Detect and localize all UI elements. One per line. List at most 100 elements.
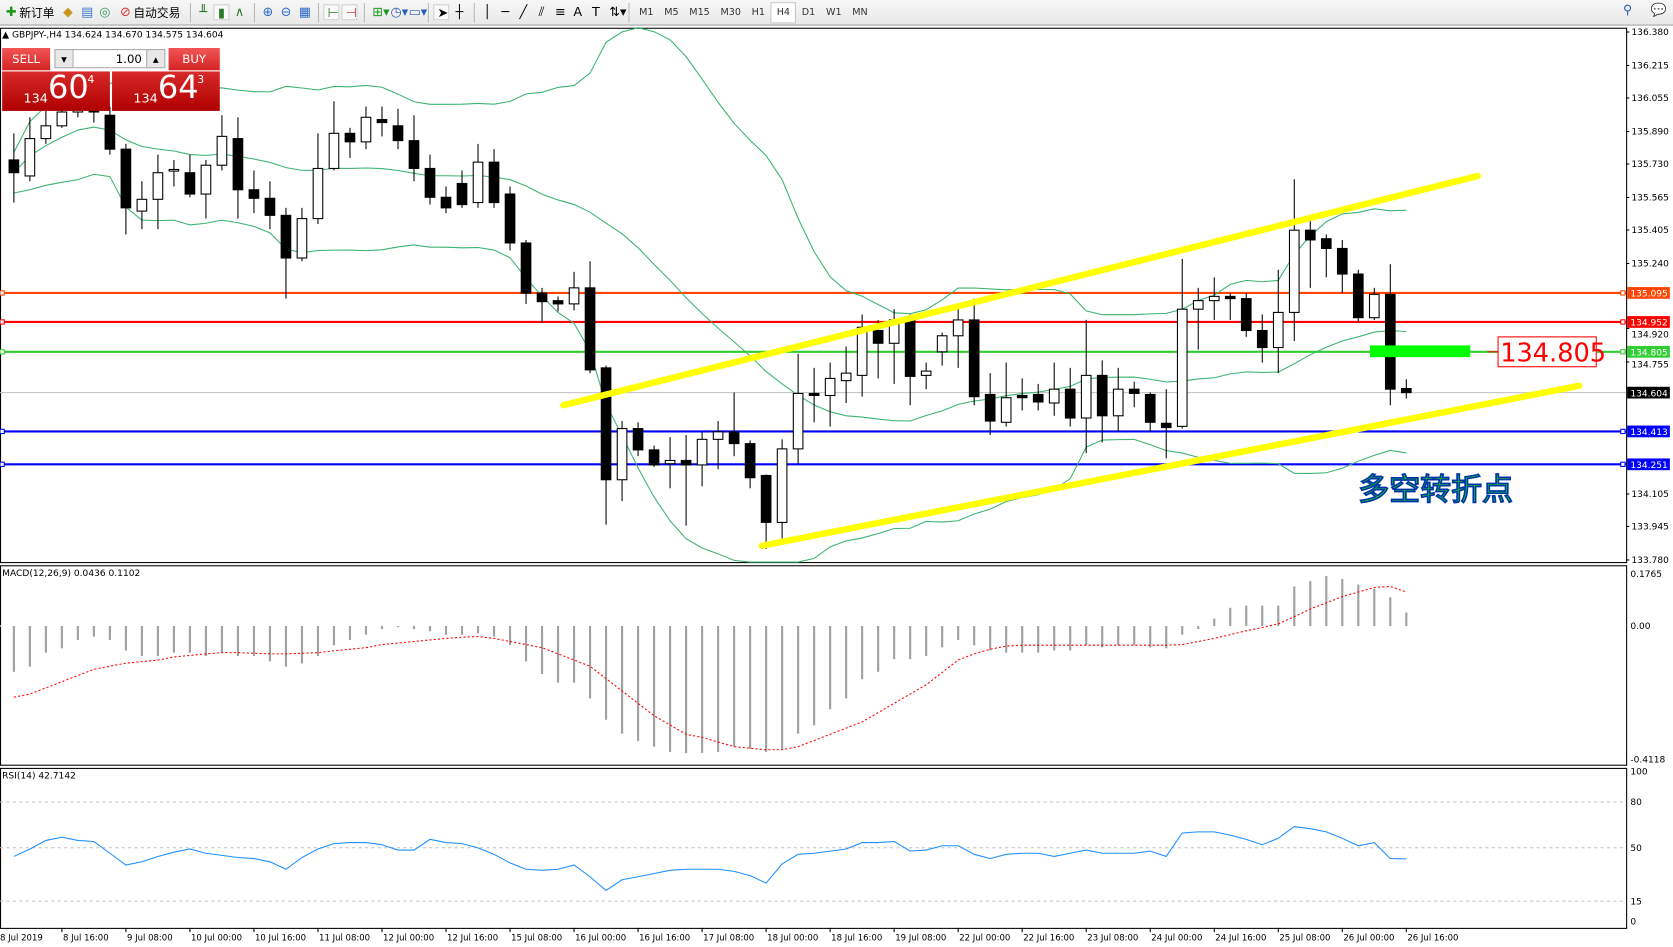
macd-histogram-bar: [1069, 626, 1072, 651]
trendline-icon[interactable]: ╱: [519, 4, 528, 20]
macd-histogram-bar: [1309, 581, 1312, 627]
bearish-candle: [760, 474, 772, 523]
bearish-candle: [1144, 393, 1156, 423]
timeframe-d1[interactable]: D1: [801, 6, 816, 18]
navigator-icon[interactable]: ▤: [81, 4, 94, 20]
bearish-candle: [264, 197, 276, 216]
timeframe-mn[interactable]: MN: [852, 6, 868, 18]
new-order-button[interactable]: ✚ 新订单: [0, 2, 58, 23]
bearish-candle: [376, 118, 388, 124]
sell-button[interactable]: SELL: [2, 47, 51, 72]
zoom-out-icon[interactable]: ⊖: [280, 4, 292, 20]
channel-icon[interactable]: ⫽: [538, 4, 545, 20]
bearish-candle: [984, 393, 996, 422]
macd-histogram-bar: [460, 626, 464, 635]
zoom-in-icon[interactable]: ⊕: [262, 4, 274, 20]
bar-chart-icon[interactable]: ╨: [199, 4, 208, 20]
lot-size-input[interactable]: 1.00: [73, 49, 147, 69]
macd-histogram-bar: [604, 626, 608, 720]
separator: [253, 2, 256, 22]
auto-scroll-icon[interactable]: ⊣: [341, 4, 358, 21]
toolbar-right: ⚲ 💬: [1620, 2, 1667, 18]
macd-histogram-bar: [749, 626, 752, 749]
bearish-candle: [520, 242, 532, 294]
timeframe-h1[interactable]: H1: [751, 6, 765, 18]
bullish-candle: [1208, 295, 1220, 302]
bearish-candle: [648, 449, 660, 466]
level-handle: [1620, 319, 1626, 325]
bearish-candle: [1016, 394, 1028, 399]
timeframe-m5[interactable]: M5: [664, 6, 679, 18]
signals-icon[interactable]: ◎: [99, 4, 111, 20]
arrows-icon[interactable]: ⇅▾: [609, 4, 627, 20]
market-watch-icon[interactable]: ◆: [62, 4, 73, 20]
crosshair-icon[interactable]: ┼: [455, 4, 464, 20]
timeframe-m30[interactable]: M30: [720, 6, 741, 18]
timeframe-m1[interactable]: M1: [639, 6, 654, 18]
macd-histogram-bar: [781, 626, 784, 749]
macd-histogram-bar: [588, 626, 592, 699]
sell-price[interactable]: 134 60 4: [2, 69, 110, 111]
macd-histogram-bar: [76, 626, 79, 640]
line-chart-icon[interactable]: ∧: [234, 4, 245, 20]
macd-histogram-bar: [556, 626, 560, 683]
chat-icon[interactable]: 💬: [1650, 2, 1667, 18]
macd-histogram-bar: [653, 626, 656, 747]
bearish-candle: [584, 287, 596, 371]
time-axis-label: 12 Jul 16:00: [447, 934, 498, 944]
timeframe-w1[interactable]: W1: [825, 6, 842, 18]
fibonacci-icon[interactable]: ≡: [554, 4, 566, 20]
macd-histogram-bar: [1405, 612, 1408, 627]
bullish-candle: [1288, 229, 1300, 313]
timeframe-h4[interactable]: H4: [770, 1, 797, 23]
macd-histogram-bar: [476, 626, 480, 634]
text-label-icon[interactable]: T: [592, 4, 600, 20]
macd-panel: [0, 575, 1627, 754]
tile-windows-icon[interactable]: ▦: [298, 4, 311, 20]
buy-button[interactable]: BUY: [168, 47, 220, 72]
level-handle: [0, 349, 5, 355]
macd-axis-label: -0.4118: [1630, 756, 1665, 766]
macd-histogram-bar: [1085, 626, 1088, 646]
macd-histogram-bar: [1037, 626, 1040, 653]
rsi-axis-label: 80: [1630, 798, 1642, 808]
bullish-candle: [936, 335, 948, 353]
buy-price[interactable]: 134 64 3: [112, 69, 220, 111]
separator: [317, 2, 320, 22]
text-icon[interactable]: A: [573, 4, 583, 20]
macd-histogram-bar: [12, 626, 15, 672]
cursor-icon[interactable]: ➤: [433, 4, 450, 21]
macd-histogram-bar: [1021, 626, 1024, 653]
buy-price-big: 64: [157, 69, 199, 107]
indicators-icon[interactable]: ⊞▾: [372, 4, 390, 20]
vertical-line-icon[interactable]: │: [483, 4, 491, 20]
collapse-triangle-icon[interactable]: ▲: [2, 29, 10, 41]
bearish-candle: [1096, 374, 1108, 417]
auto-trading-button[interactable]: ⊘ 自动交易: [114, 2, 183, 23]
macd-histogram-bar: [316, 626, 320, 657]
macd-histogram-bar: [236, 626, 240, 657]
macd-histogram-bar: [877, 626, 880, 672]
price-level-tag: [1627, 458, 1670, 471]
candlestick-icon[interactable]: ▮: [213, 4, 230, 21]
macd-histogram-bar: [973, 626, 976, 646]
time-axis-label: 15 Jul 08:00: [511, 934, 562, 944]
price-axis-label: 133.780: [1631, 556, 1669, 566]
bullish-candle: [792, 392, 804, 450]
bearish-candle: [1032, 393, 1044, 403]
timeframe-m15[interactable]: M15: [689, 6, 710, 18]
bullish-candle: [1176, 308, 1188, 427]
chart-shift-icon[interactable]: ⊢: [323, 4, 340, 21]
macd-histogram-bar: [524, 626, 528, 662]
search-icon[interactable]: ⚲: [1623, 2, 1633, 18]
horizontal-line-icon[interactable]: ─: [501, 4, 510, 20]
macd-histogram-bar: [1101, 626, 1104, 648]
lot-increase-button[interactable]: ▲: [146, 49, 166, 69]
lot-decrease-button[interactable]: ▼: [54, 49, 74, 69]
time-axis-label: 11 Jul 08:00: [319, 934, 370, 944]
macd-histogram-bar: [572, 626, 576, 683]
time-axis-label: 8 Jul 2019: [0, 934, 43, 944]
templates-icon[interactable]: ▭▾: [408, 4, 428, 20]
periods-icon[interactable]: ◷▾: [390, 4, 409, 20]
